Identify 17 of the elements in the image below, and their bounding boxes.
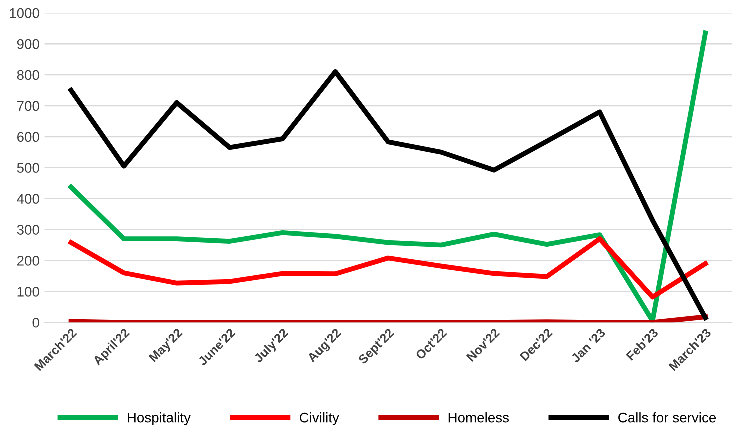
y-tick-label: 300 [17,225,40,235]
y-tick-label: 800 [17,70,40,80]
legend-label: Hospitality [128,412,191,426]
y-tick-label: 500 [17,163,40,174]
y-tick-label: 400 [17,194,40,204]
y-tick-label: 700 [18,101,40,112]
legend-label: Calls for service [618,412,716,423]
y-tick-label: 200 [17,256,40,266]
y-tick-label: 100 [18,287,40,297]
y-tick-label: 600 [17,132,40,142]
y-tick-label: 0 [32,318,40,328]
y-tick-label: 1000 [10,8,40,18]
legend-label: Civility [300,412,340,426]
line-series [68,236,708,300]
legend-label: Homeless [448,412,510,423]
y-tick-label: 900 [17,39,40,50]
x-tick-label: Jan '23 [570,328,606,364]
